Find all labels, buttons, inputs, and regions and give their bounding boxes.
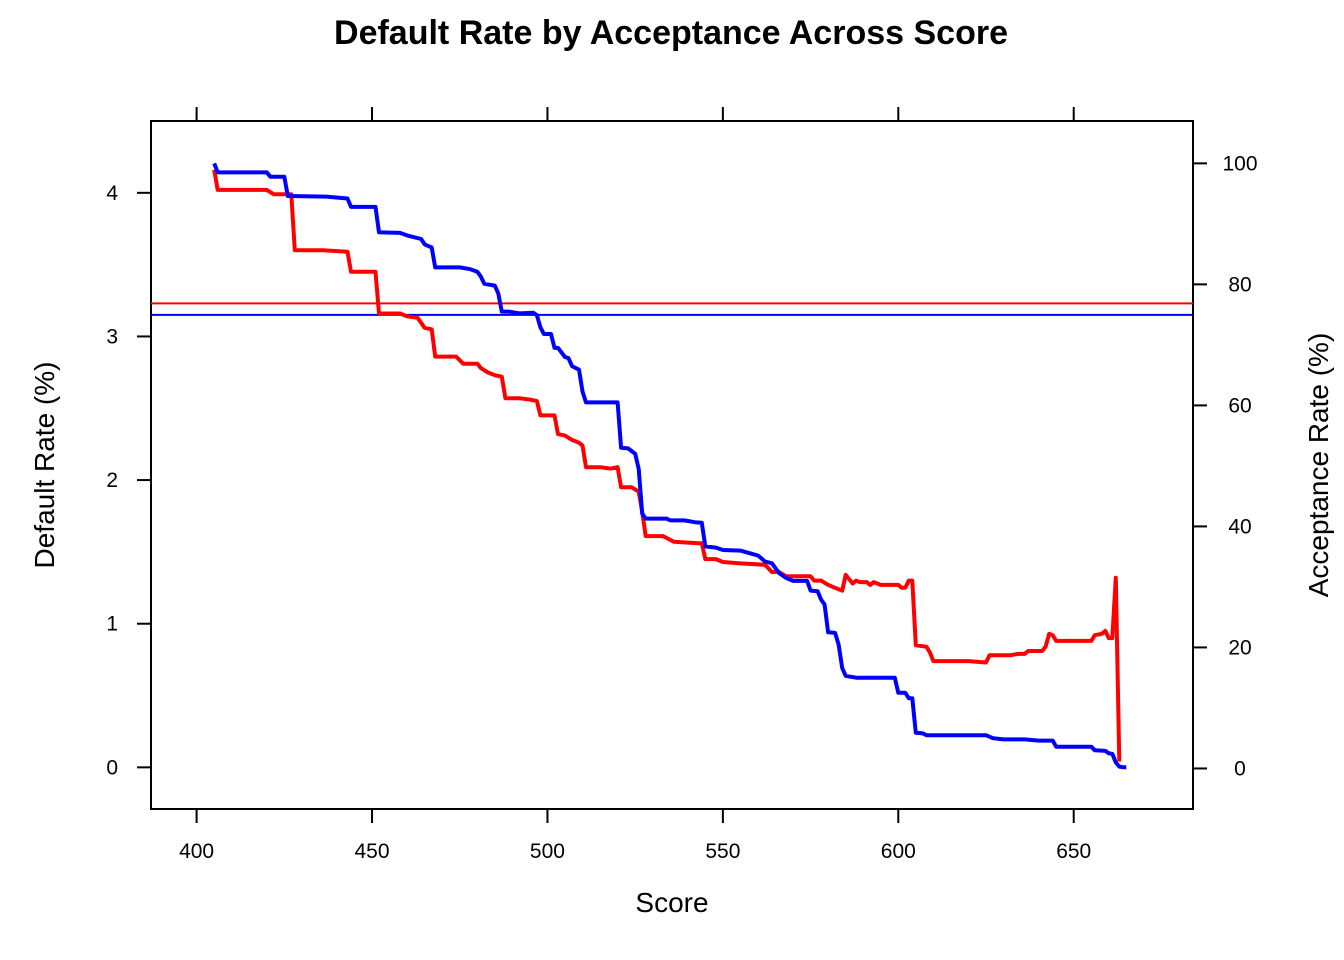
y-axis-right-title: Acceptance Rate (%): [1303, 333, 1334, 598]
series-line-1: [212, 169, 1122, 762]
chart-title: Default Rate by Acceptance Across Score: [334, 14, 1008, 52]
y-left-tick-label: 2: [106, 469, 118, 492]
y-axis-left: 0 1 2 3 4: [106, 182, 151, 779]
y-right-tick-label: 40: [1228, 515, 1251, 538]
y-right-tick-label: 80: [1228, 273, 1251, 296]
x-tick-label: 400: [179, 840, 214, 863]
y-right-tick-label: 60: [1228, 394, 1251, 417]
x-tick-label: 450: [355, 840, 390, 863]
reference-lines: [151, 302, 1193, 316]
x-tick-label: 550: [705, 840, 740, 863]
plot-frame: [150, 120, 1194, 810]
x-tick-label: 650: [1056, 840, 1091, 863]
y-axis-left-title: Default Rate (%): [29, 362, 60, 569]
y-left-tick-label: 0: [106, 756, 118, 779]
x-axis-title: Score: [635, 887, 708, 918]
y-axis-right: 0 20 40 60 80 100: [1193, 152, 1258, 780]
x-tick-label: 600: [881, 840, 916, 863]
y-left-tick-label: 3: [106, 325, 118, 348]
series-layer: [212, 162, 1127, 770]
x-axis: 400 450 500 550 600 650: [179, 107, 1091, 863]
y-right-tick-label: 100: [1222, 152, 1257, 175]
y-right-tick-label: 0: [1234, 757, 1246, 780]
y-right-tick-label: 20: [1228, 636, 1251, 659]
series-line-2: [212, 162, 1127, 770]
y-left-tick-label: 1: [106, 613, 118, 636]
x-tick-label: 500: [530, 840, 565, 863]
y-left-tick-label: 4: [106, 182, 118, 205]
